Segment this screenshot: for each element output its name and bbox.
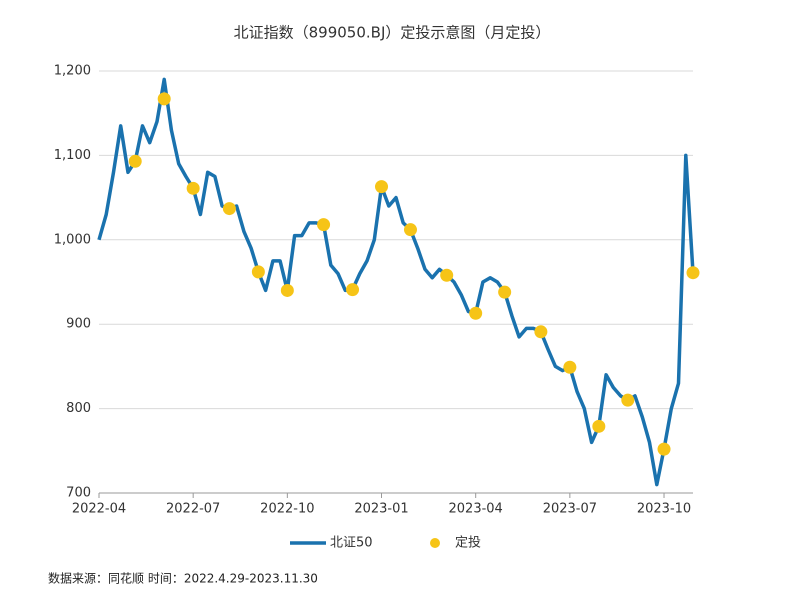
dot bbox=[498, 285, 512, 299]
footnote: 数据来源：同花顺 时间：2022.4.29-2023.11.30 bbox=[48, 571, 318, 586]
dot bbox=[157, 92, 171, 106]
legend-marker bbox=[430, 538, 440, 548]
x-tick-label: 2023-10 bbox=[637, 502, 691, 517]
chart-title: 北证指数（899050.BJ）定投示意图（月定投） bbox=[234, 24, 551, 42]
line-series bbox=[97, 77, 695, 487]
dot bbox=[186, 181, 200, 195]
x-tick-label: 2023-07 bbox=[543, 502, 597, 517]
y-tick-label: 700 bbox=[66, 486, 91, 501]
x-tick-label: 2022-10 bbox=[260, 502, 314, 517]
dot bbox=[128, 154, 142, 168]
dot bbox=[346, 283, 360, 297]
y-tick-label: 900 bbox=[66, 317, 91, 332]
dot bbox=[251, 265, 265, 279]
dot bbox=[657, 442, 671, 456]
dot bbox=[621, 393, 635, 407]
y-tick-label: 1,200 bbox=[54, 64, 91, 79]
dot bbox=[403, 223, 417, 237]
x-tick-label: 2023-01 bbox=[354, 502, 408, 517]
y-tick-label: 1,100 bbox=[54, 148, 91, 163]
dot bbox=[563, 360, 577, 374]
x-tick-label: 2023-04 bbox=[449, 502, 503, 517]
x-tick-label: 2022-04 bbox=[72, 502, 126, 517]
dot bbox=[534, 325, 548, 339]
dot bbox=[469, 306, 483, 320]
dot bbox=[317, 218, 331, 232]
y-tick-label: 800 bbox=[66, 401, 91, 416]
dot bbox=[592, 419, 606, 433]
legend-label: 北证50 bbox=[330, 536, 373, 551]
x-tick-label: 2022-07 bbox=[166, 502, 220, 517]
dot bbox=[375, 180, 389, 194]
legend-label: 定投 bbox=[455, 535, 481, 551]
dot bbox=[686, 266, 700, 280]
dot bbox=[440, 268, 454, 282]
dot bbox=[222, 202, 236, 216]
dot bbox=[280, 283, 294, 297]
y-tick-label: 1,000 bbox=[54, 232, 91, 247]
